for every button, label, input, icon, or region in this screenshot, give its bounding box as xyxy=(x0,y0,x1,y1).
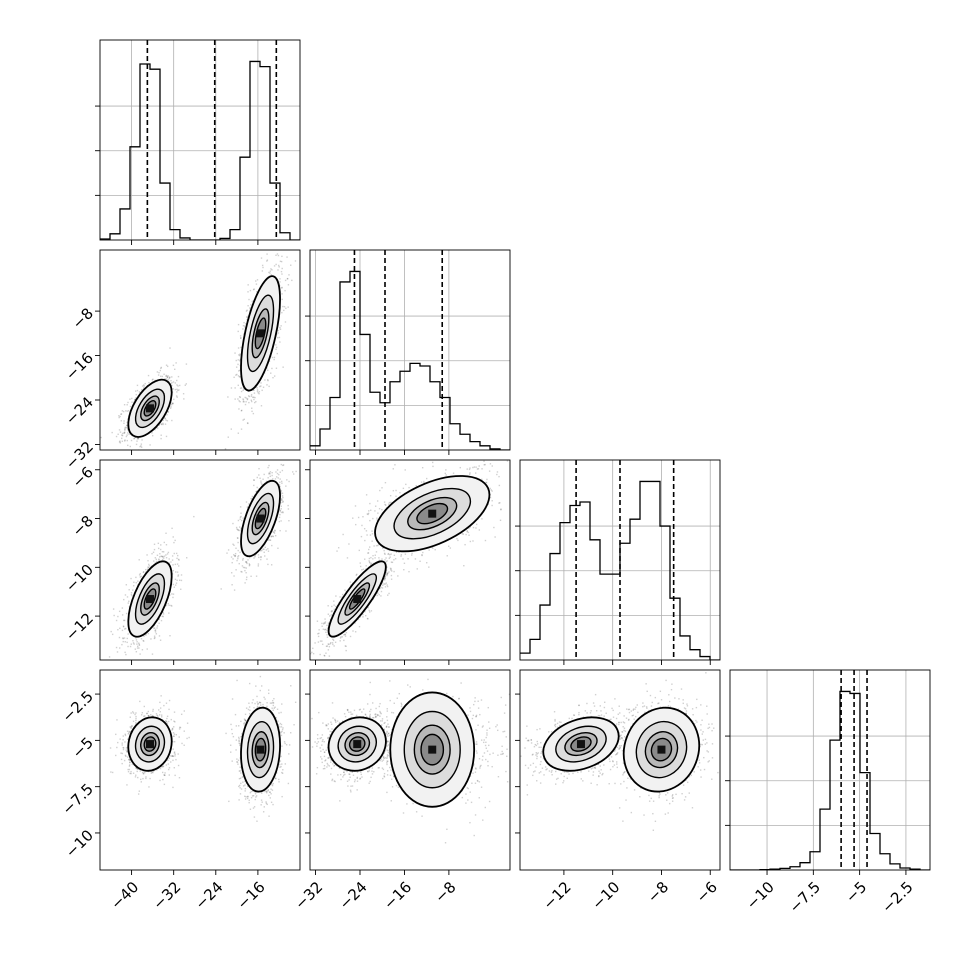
x-tick-label: −8 xyxy=(644,878,672,906)
density-peak xyxy=(353,595,362,604)
density-peak xyxy=(146,740,154,749)
y-tick-label: −10 xyxy=(62,826,97,861)
panel-3-3 xyxy=(725,669,931,871)
y-tick-label: −8 xyxy=(69,304,97,332)
axes-frame xyxy=(309,249,511,451)
axes-frame xyxy=(99,669,301,871)
axes-frame xyxy=(99,459,301,661)
x-tick-label: −10 xyxy=(743,878,778,913)
x-tick-label: −6 xyxy=(693,878,721,906)
x-tick-label: −10 xyxy=(588,878,623,913)
x-tick-label: −24 xyxy=(191,878,226,913)
x-tick-label: −32 xyxy=(149,878,184,913)
axes-frame xyxy=(99,39,301,241)
x-tick-label: −24 xyxy=(336,878,371,913)
panel-3-0 xyxy=(99,669,301,871)
histogram-step-line xyxy=(310,270,510,450)
axes-frame xyxy=(309,669,511,871)
axes-frame xyxy=(519,459,721,661)
y-tick-label: −7.5 xyxy=(59,780,97,818)
density-peak xyxy=(146,595,154,604)
panel-3-2 xyxy=(519,669,721,871)
axes-frame xyxy=(729,669,931,871)
y-tick-label: −16 xyxy=(62,349,97,384)
density-layer xyxy=(520,672,719,831)
x-tick-label: −32 xyxy=(291,878,326,913)
hist-grid-1 xyxy=(310,250,510,450)
axes-frame xyxy=(309,459,511,661)
y-tick-label: −2.5 xyxy=(59,687,97,725)
panel-2-1 xyxy=(309,459,511,661)
y-tick-label: −24 xyxy=(62,393,97,428)
density-peak xyxy=(657,745,666,754)
y-tick-label: −12 xyxy=(62,609,97,644)
density-peak xyxy=(256,514,265,523)
density-layer xyxy=(310,460,510,660)
panel-0-0 xyxy=(95,39,301,241)
x-tick-label: −8 xyxy=(431,878,459,906)
histogram-step-line xyxy=(730,690,930,870)
hist-grid-0 xyxy=(100,40,300,240)
panel-1-0 xyxy=(99,249,301,451)
x-tick-label: −12 xyxy=(540,878,575,913)
density-peak xyxy=(428,745,437,754)
panel-2-2 xyxy=(515,459,721,661)
density-peak xyxy=(146,404,154,413)
density-layer xyxy=(108,463,297,658)
panel-1-1 xyxy=(305,249,511,451)
density-layer xyxy=(310,678,510,844)
x-tick-label: −5 xyxy=(842,878,870,906)
density-peak xyxy=(256,745,265,754)
axes-frame xyxy=(519,669,721,871)
density-peak xyxy=(353,740,362,749)
x-tick-label: −2.5 xyxy=(878,878,916,916)
x-tick-label: −40 xyxy=(107,878,142,913)
y-tick-label: −8 xyxy=(69,512,97,540)
y-tick-label: −10 xyxy=(62,561,97,596)
panel-2-0 xyxy=(99,459,301,661)
panel-3-1 xyxy=(309,669,511,871)
density-peak xyxy=(428,509,437,518)
histogram-step-line xyxy=(100,60,300,240)
density-layer xyxy=(109,675,297,822)
y-tick-label: −5 xyxy=(69,734,97,762)
x-tick-label: −16 xyxy=(234,878,269,913)
density-peak xyxy=(256,329,265,338)
axes-frame xyxy=(99,249,301,451)
density-layer xyxy=(100,253,297,450)
x-tick-label: −7.5 xyxy=(786,878,824,916)
x-tick-label: −16 xyxy=(380,878,415,913)
density-peak xyxy=(576,740,585,749)
